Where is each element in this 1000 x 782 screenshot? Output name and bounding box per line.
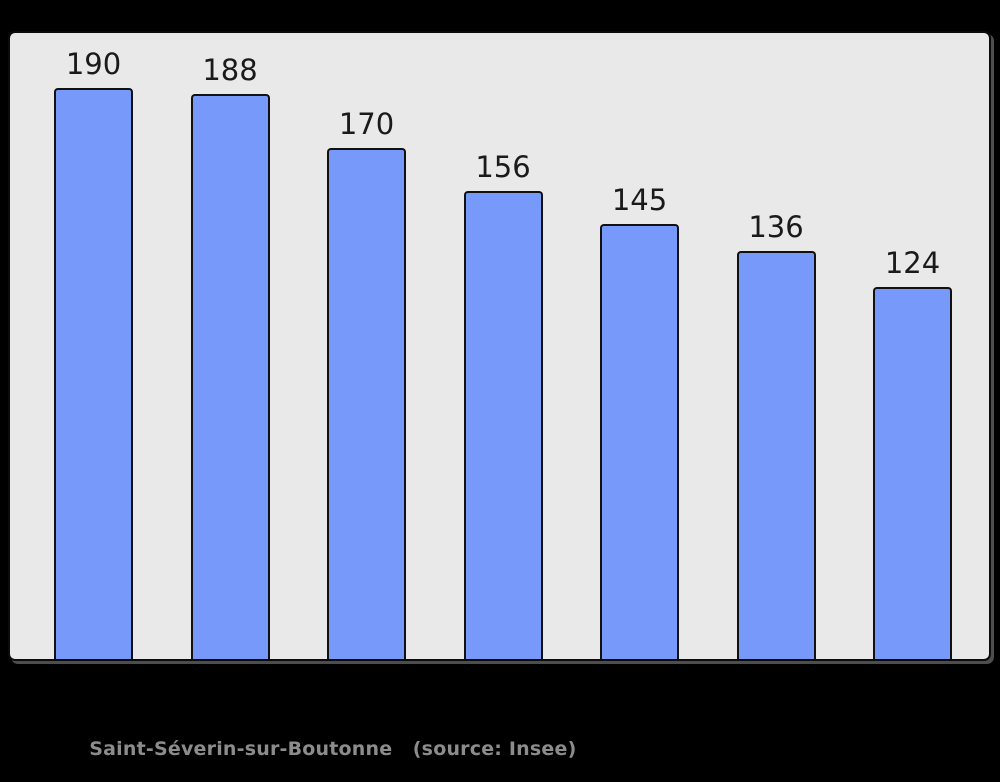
bar-group: 124 — [873, 249, 952, 659]
chart-figure: 190 188 170 156 145 136 124 Saint-Séverin-sur-… — [8, 31, 991, 760]
bar[interactable] — [327, 148, 406, 659]
caption-place: Saint-Séverin-sur-Boutonne — [89, 738, 393, 760]
caption-separator — [392, 738, 412, 760]
bar-value-label: 188 — [202, 53, 258, 88]
plot-panel: 190 188 170 156 145 136 124 — [8, 31, 991, 661]
bar-group: 136 — [736, 212, 816, 659]
bar-group: 156 — [463, 152, 543, 659]
bars-layer: 190 188 170 156 145 136 124 — [10, 33, 989, 659]
bar[interactable] — [600, 223, 679, 659]
bar-value-label: 136 — [748, 209, 804, 244]
chart-caption: Saint-Séverin-sur-Boutonne (source: Inse… — [62, 716, 576, 782]
bar-value-label: 190 — [65, 47, 122, 81]
bar-value-label: 124 — [884, 246, 941, 281]
bar-value-label: 156 — [475, 149, 531, 184]
bar[interactable] — [463, 190, 543, 659]
bar[interactable] — [873, 287, 952, 659]
caption-source: (source: Insee) — [412, 738, 577, 760]
bar-group: 170 — [327, 110, 406, 659]
bar-value-label: 145 — [611, 182, 668, 217]
bar-group: 188 — [190, 56, 270, 659]
bar[interactable] — [190, 94, 270, 659]
bar[interactable] — [54, 88, 133, 659]
bar[interactable] — [736, 250, 816, 659]
bar-value-label: 170 — [338, 107, 395, 142]
bar-group: 145 — [600, 185, 679, 659]
bar-group: 190 — [54, 50, 133, 659]
